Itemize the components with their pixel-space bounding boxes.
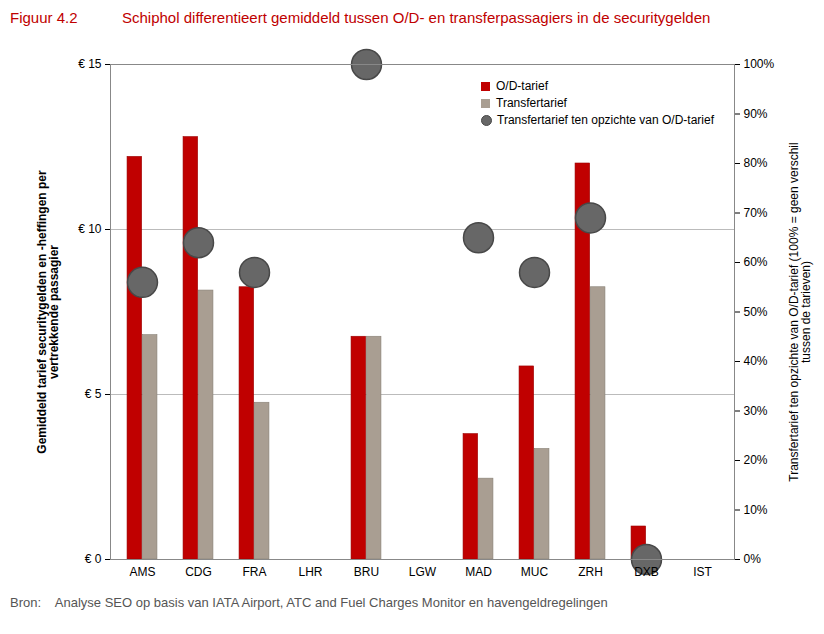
svg-text:30%: 30% — [744, 404, 768, 418]
svg-text:€ 5: € 5 — [85, 387, 102, 401]
svg-text:DXB: DXB — [634, 565, 659, 579]
svg-text:40%: 40% — [744, 354, 768, 368]
svg-text:IST: IST — [693, 565, 712, 579]
html-text:Figuur 4.2: Figuur 4.2 — [10, 9, 78, 26]
svg-text:60%: 60% — [744, 255, 768, 269]
svg-text:LHR: LHR — [298, 565, 322, 579]
svg-text:70%: 70% — [744, 206, 768, 220]
svg-text:FRA: FRA — [243, 565, 267, 579]
svg-text:100%: 100% — [744, 57, 775, 71]
html-text:Schiphol differentieert gemidd: Schiphol differentieert gemiddeld tussen… — [122, 9, 711, 26]
svg-text:ZRH: ZRH — [578, 565, 603, 579]
svg-text:20%: 20% — [744, 453, 768, 467]
svg-text:€ 0: € 0 — [85, 552, 102, 566]
html-text:Bron: Analyse SEO op basis van: Bron: Analyse SEO op basis van IATA Airp… — [10, 595, 608, 610]
svg-text:90%: 90% — [744, 107, 768, 121]
html-text:Transfertarief: Transfertarief — [496, 96, 567, 110]
svg-text:MUC: MUC — [521, 565, 549, 579]
svg-text:BRU: BRU — [354, 565, 379, 579]
html-text:O/D-tarief: O/D-tarief — [496, 79, 548, 93]
svg-text:MAD: MAD — [465, 565, 492, 579]
svg-text:€ 10: € 10 — [78, 222, 102, 236]
svg-text:0%: 0% — [744, 552, 762, 566]
svg-text:€ 15: € 15 — [78, 57, 102, 71]
svg-text:50%: 50% — [744, 305, 768, 319]
svg-text:LGW: LGW — [409, 565, 437, 579]
svg-text:Gemiddeld tarief securitygelde: Gemiddeld tarief securitygelden en -heff… — [35, 170, 61, 454]
svg-text:10%: 10% — [744, 503, 768, 517]
svg-text:Transfertarief ten opzichte va: Transfertarief ten opzichte van O/D-tari… — [787, 142, 813, 481]
svg-text:AMS: AMS — [129, 565, 155, 579]
html-text:Transfertarief ten opzichte va: Transfertarief ten opzichte van O/D-tari… — [497, 113, 714, 127]
svg-text:80%: 80% — [744, 156, 768, 170]
svg-text:CDG: CDG — [185, 565, 212, 579]
